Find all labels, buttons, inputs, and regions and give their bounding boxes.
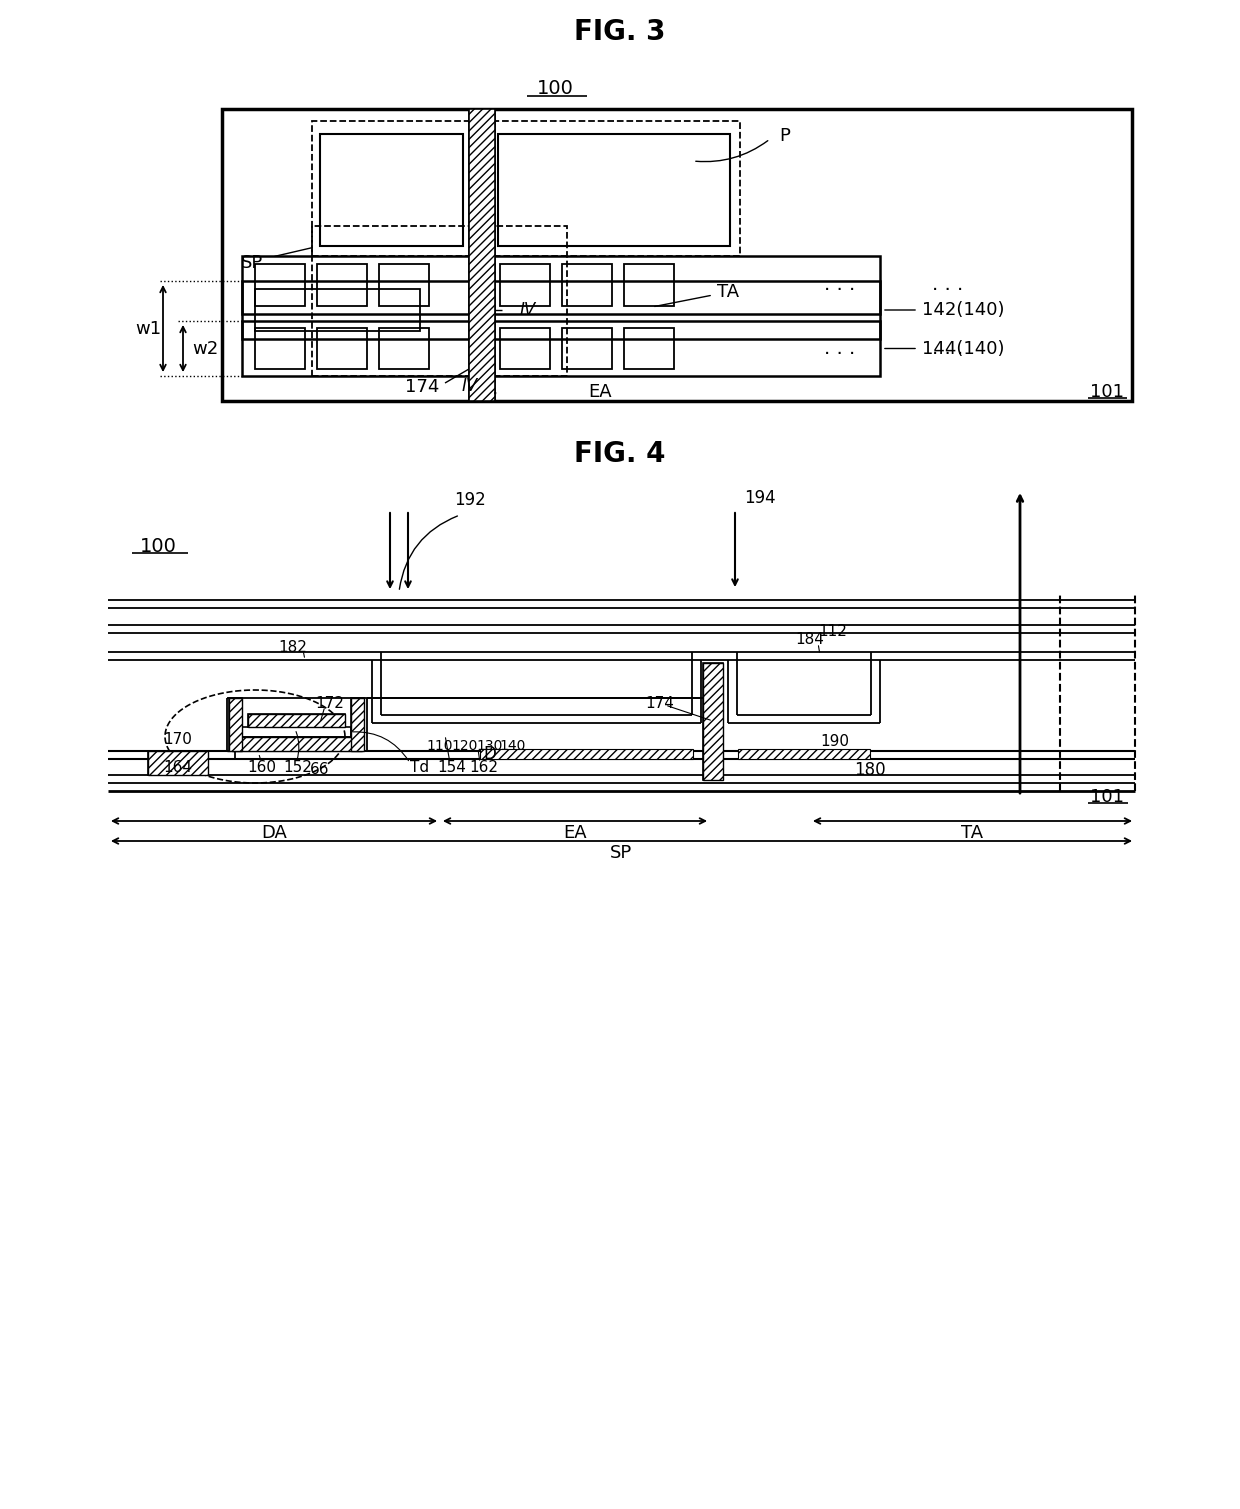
Text: 101: 101: [1090, 788, 1123, 806]
Text: FIG. 4: FIG. 4: [574, 441, 666, 468]
Bar: [242, 321, 880, 376]
Bar: [242, 281, 880, 340]
Text: 190: 190: [821, 733, 849, 748]
Bar: [242, 257, 880, 314]
Bar: [148, 751, 208, 776]
Bar: [469, 109, 495, 401]
Text: 172: 172: [315, 696, 345, 711]
Bar: [480, 748, 693, 759]
Bar: [255, 290, 420, 330]
Text: FIG. 3: FIG. 3: [574, 18, 666, 45]
Text: SP: SP: [241, 254, 263, 272]
Bar: [500, 327, 551, 370]
Bar: [312, 121, 740, 257]
Text: 162: 162: [470, 759, 498, 774]
Text: 160: 160: [248, 759, 277, 774]
Bar: [148, 751, 208, 776]
Text: 182: 182: [279, 640, 308, 655]
Text: EA: EA: [588, 383, 611, 401]
Bar: [562, 264, 613, 306]
Text: 174: 174: [646, 696, 675, 711]
Bar: [229, 699, 242, 751]
Bar: [738, 748, 870, 759]
Bar: [232, 736, 362, 751]
Bar: [255, 264, 305, 306]
Text: . . .: . . .: [825, 276, 856, 294]
Bar: [351, 699, 365, 751]
Text: . . .: . . .: [932, 276, 963, 294]
Bar: [379, 327, 429, 370]
Text: 100: 100: [537, 80, 573, 98]
Text: P: P: [780, 127, 790, 145]
Text: 170: 170: [164, 732, 192, 747]
Bar: [248, 714, 345, 727]
Bar: [232, 736, 362, 751]
Text: EA: EA: [563, 824, 587, 842]
Text: 164: 164: [164, 759, 192, 774]
Text: 101: 101: [1090, 383, 1123, 401]
Text: w2: w2: [192, 340, 218, 358]
Text: 110: 110: [427, 739, 454, 753]
Text: 140: 140: [500, 739, 526, 753]
Text: 152: 152: [284, 759, 312, 774]
Bar: [498, 134, 730, 246]
Text: 100: 100: [140, 537, 176, 555]
Bar: [500, 264, 551, 306]
Text: 194: 194: [744, 489, 776, 507]
Text: 142(140): 142(140): [921, 300, 1004, 318]
Bar: [624, 264, 675, 306]
Text: 112: 112: [818, 625, 847, 640]
Bar: [351, 699, 365, 751]
Text: 120: 120: [451, 739, 479, 753]
Bar: [317, 264, 367, 306]
Text: . . .: . . .: [932, 340, 963, 358]
Text: D: D: [484, 745, 496, 764]
Text: Td: Td: [410, 759, 429, 774]
Text: 144(140): 144(140): [921, 340, 1004, 358]
Text: 174: 174: [404, 377, 439, 395]
Bar: [229, 699, 242, 751]
Text: 180: 180: [854, 761, 885, 779]
Bar: [242, 727, 351, 736]
Bar: [379, 264, 429, 306]
Text: 130: 130: [477, 739, 503, 753]
Text: 192: 192: [454, 490, 486, 509]
Bar: [562, 327, 613, 370]
Text: IV: IV: [461, 377, 479, 395]
Bar: [222, 109, 1132, 401]
Text: SP: SP: [610, 844, 632, 862]
Text: w1: w1: [135, 320, 161, 338]
Text: TA: TA: [717, 284, 739, 300]
Bar: [312, 226, 567, 376]
Bar: [703, 662, 723, 780]
Bar: [703, 662, 723, 780]
Text: DA: DA: [262, 824, 286, 842]
Text: 154: 154: [438, 759, 466, 774]
Bar: [255, 327, 305, 370]
Bar: [469, 109, 495, 401]
Text: IV: IV: [520, 300, 536, 318]
Text: 184: 184: [796, 632, 825, 647]
Bar: [248, 714, 345, 727]
Text: . . .: . . .: [825, 340, 856, 358]
Bar: [624, 327, 675, 370]
Text: TA: TA: [961, 824, 983, 842]
Text: 66: 66: [310, 762, 330, 777]
Text: :: :: [492, 386, 498, 406]
Bar: [320, 134, 463, 246]
Bar: [317, 327, 367, 370]
